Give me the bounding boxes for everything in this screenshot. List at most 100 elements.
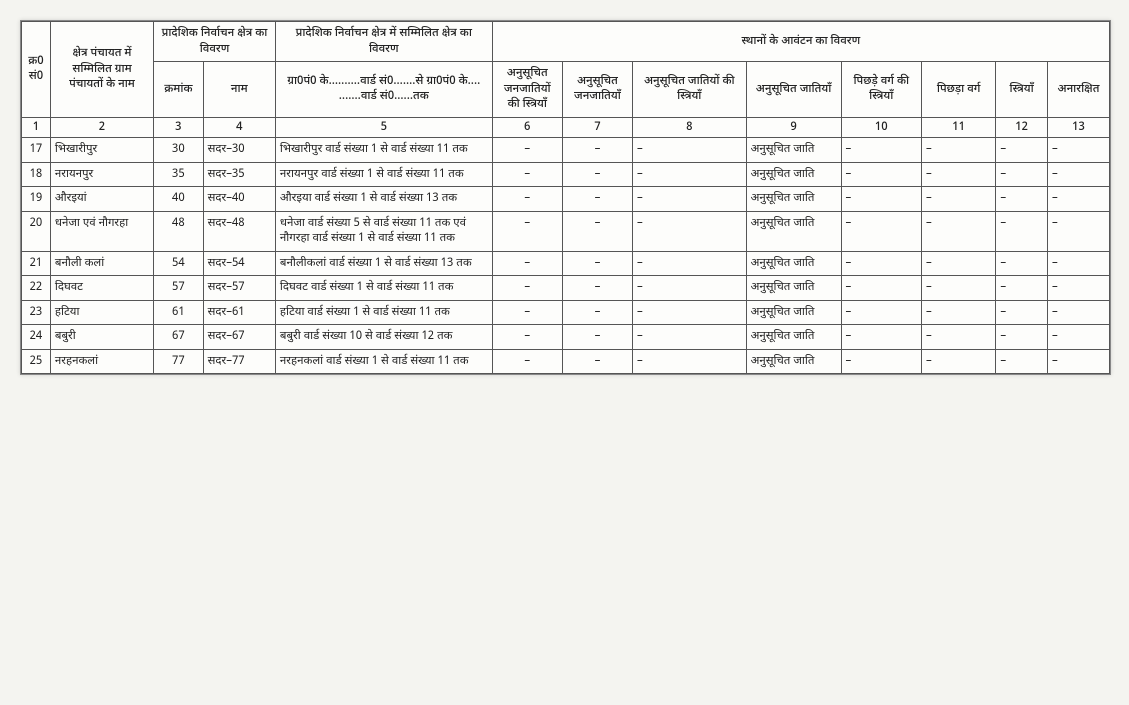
hdr-st-women: अनुसूचित जनजातियों की स्त्रियॉं <box>492 62 562 118</box>
cell-naam: सदर–54 <box>203 251 275 276</box>
table-row: 24बबुरी67सदर–67बबुरी वार्ड संख्या 10 से … <box>22 325 1110 350</box>
hdr-sc: अनुसूचित जातियॉं <box>746 62 841 118</box>
cell-c7: – <box>562 162 632 187</box>
cell-c11: – <box>922 211 996 251</box>
cell-naam: सदर–30 <box>203 138 275 163</box>
cell-naam: सदर–67 <box>203 325 275 350</box>
cell-c13: – <box>1047 276 1109 301</box>
cell-sn: 23 <box>22 300 51 325</box>
cell-c9: अनुसूचित जाति <box>746 276 841 301</box>
cell-c6: – <box>492 325 562 350</box>
cell-kram: 40 <box>154 187 204 212</box>
table-row: 19औरइयां40सदर–40औरइया वार्ड संख्या 1 से … <box>22 187 1110 212</box>
table-row: 22दिघवट57सदर–57दिघवट वार्ड संख्या 1 से व… <box>22 276 1110 301</box>
cell-village: दिघवट <box>50 276 153 301</box>
cell-sn: 18 <box>22 162 51 187</box>
cell-c13: – <box>1047 211 1109 251</box>
cell-c10: – <box>841 251 922 276</box>
cell-c12: – <box>996 138 1048 163</box>
cell-village: नरायनपुर <box>50 162 153 187</box>
cell-c10: – <box>841 162 922 187</box>
hdr-sc-women: अनुसूचित जातियों की स्त्रियॉं <box>633 62 747 118</box>
cell-sn: 19 <box>22 187 51 212</box>
cell-c13: – <box>1047 349 1109 374</box>
cell-c10: – <box>841 325 922 350</box>
cell-c8: – <box>633 162 747 187</box>
cell-naam: सदर–48 <box>203 211 275 251</box>
cell-c10: – <box>841 276 922 301</box>
cell-c6: – <box>492 187 562 212</box>
colnum: 8 <box>633 117 747 138</box>
cell-sn: 21 <box>22 251 51 276</box>
colnum: 10 <box>841 117 922 138</box>
cell-kram: 77 <box>154 349 204 374</box>
table-row: 21बनौली कलां54सदर–54बनौलीकलां वार्ड संख्… <box>22 251 1110 276</box>
cell-c12: – <box>996 211 1048 251</box>
cell-sn: 22 <box>22 276 51 301</box>
cell-sn: 25 <box>22 349 51 374</box>
cell-c8: – <box>633 325 747 350</box>
cell-c7: – <box>562 325 632 350</box>
cell-c7: – <box>562 211 632 251</box>
cell-c13: – <box>1047 251 1109 276</box>
cell-c9: अनुसूचित जाति <box>746 138 841 163</box>
cell-c12: – <box>996 276 1048 301</box>
table-row: 17भिखारीपुर30सदर–30भिखारीपुर वार्ड संख्य… <box>22 138 1110 163</box>
cell-c9: अनुसूचित जाति <box>746 349 841 374</box>
cell-naam: सदर–57 <box>203 276 275 301</box>
cell-c7: – <box>562 187 632 212</box>
cell-village: भिखारीपुर <box>50 138 153 163</box>
cell-c7: – <box>562 276 632 301</box>
colnum: 6 <box>492 117 562 138</box>
cell-c12: – <box>996 162 1048 187</box>
cell-kram: 35 <box>154 162 204 187</box>
cell-c6: – <box>492 138 562 163</box>
cell-c11: – <box>922 300 996 325</box>
cell-c11: – <box>922 187 996 212</box>
cell-c7: – <box>562 300 632 325</box>
cell-c6: – <box>492 349 562 374</box>
colnum: 3 <box>154 117 204 138</box>
cell-village: धनेजा एवं नौगरहा <box>50 211 153 251</box>
cell-c7: – <box>562 251 632 276</box>
cell-desc: दिघवट वार्ड संख्या 1 से वार्ड संख्या 11 … <box>275 276 492 301</box>
cell-c8: – <box>633 251 747 276</box>
cell-c13: – <box>1047 187 1109 212</box>
cell-naam: सदर–61 <box>203 300 275 325</box>
cell-desc: धनेजा वार्ड संख्या 5 से वार्ड संख्या 11 … <box>275 211 492 251</box>
cell-c9: अनुसूचित जाति <box>746 162 841 187</box>
cell-village: हटिया <box>50 300 153 325</box>
cell-c10: – <box>841 300 922 325</box>
cell-c6: – <box>492 162 562 187</box>
cell-c12: – <box>996 325 1048 350</box>
cell-naam: सदर–35 <box>203 162 275 187</box>
colnum: 2 <box>50 117 153 138</box>
cell-c11: – <box>922 349 996 374</box>
cell-village: बबुरी <box>50 325 153 350</box>
cell-c12: – <box>996 349 1048 374</box>
cell-sn: 20 <box>22 211 51 251</box>
cell-desc: औरइया वार्ड संख्या 1 से वार्ड संख्या 13 … <box>275 187 492 212</box>
cell-kram: 57 <box>154 276 204 301</box>
cell-c8: – <box>633 276 747 301</box>
cell-c9: अनुसूचित जाति <box>746 187 841 212</box>
cell-c10: – <box>841 138 922 163</box>
cell-village: औरइयां <box>50 187 153 212</box>
cell-c13: – <box>1047 325 1109 350</box>
colnum: 13 <box>1047 117 1109 138</box>
colnum: 4 <box>203 117 275 138</box>
colnum: 1 <box>22 117 51 138</box>
hdr-obc: पिछड़ा वर्ग <box>922 62 996 118</box>
cell-c11: – <box>922 251 996 276</box>
cell-c11: – <box>922 276 996 301</box>
cell-desc: भिखारीपुर वार्ड संख्या 1 से वार्ड संख्या… <box>275 138 492 163</box>
cell-c13: – <box>1047 138 1109 163</box>
colnum: 11 <box>922 117 996 138</box>
cell-naam: सदर–77 <box>203 349 275 374</box>
cell-sn: 17 <box>22 138 51 163</box>
cell-c9: अनुसूचित जाति <box>746 251 841 276</box>
table-body: 17भिखारीपुर30सदर–30भिखारीपुर वार्ड संख्य… <box>22 138 1110 374</box>
cell-kram: 61 <box>154 300 204 325</box>
cell-village: बनौली कलां <box>50 251 153 276</box>
cell-c13: – <box>1047 300 1109 325</box>
